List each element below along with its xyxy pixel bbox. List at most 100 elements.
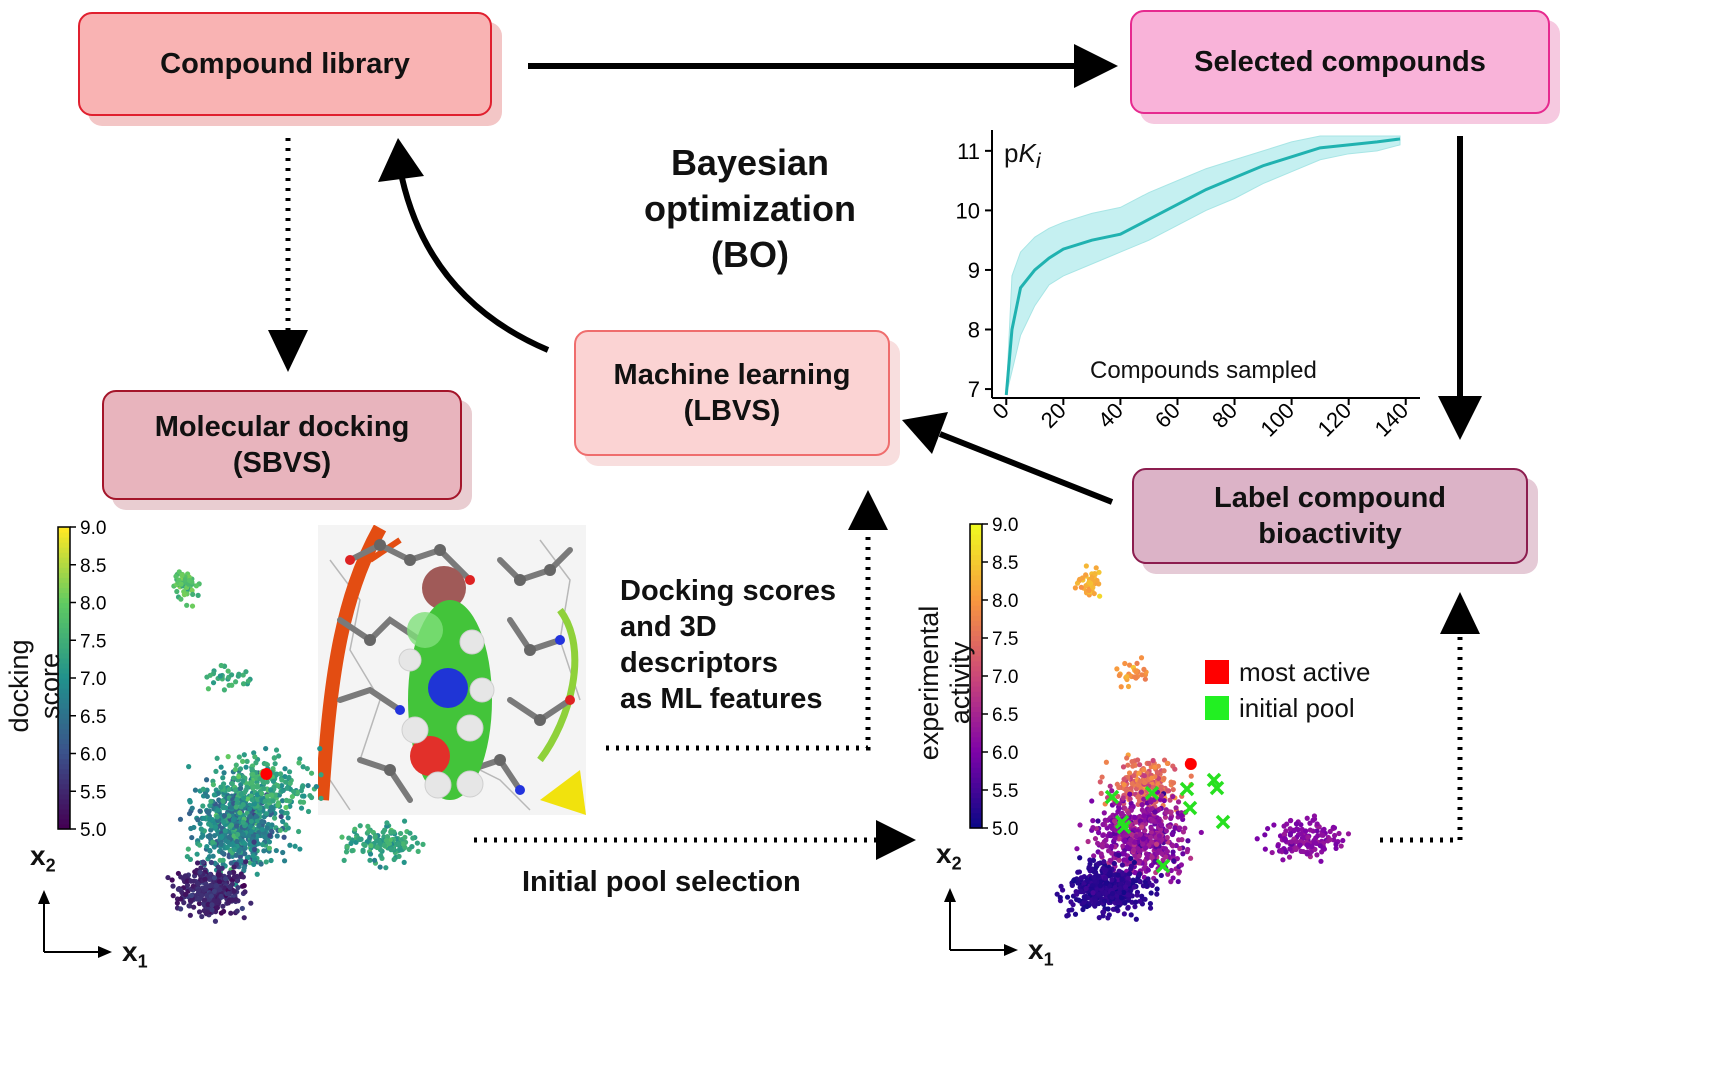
left-point xyxy=(231,888,237,894)
right-point xyxy=(1313,840,1319,846)
left-point xyxy=(236,671,242,677)
left-point xyxy=(284,785,290,791)
arrow-selected-to-label xyxy=(1438,136,1482,440)
right-point xyxy=(1152,858,1158,865)
right-point xyxy=(1099,774,1105,780)
right-point xyxy=(1109,850,1115,856)
right-colorbar-segment xyxy=(970,706,982,713)
compound-library-label: Compound library xyxy=(160,47,410,80)
right-point xyxy=(1128,855,1134,862)
right-point xyxy=(1142,896,1148,902)
left-point xyxy=(177,816,184,822)
left-point xyxy=(218,841,224,847)
left-colorbar-segment xyxy=(58,587,70,594)
pki-ytick-label: 7 xyxy=(968,377,980,402)
pki-ytick-label: 9 xyxy=(968,258,980,283)
initial-pool-marker-stroke xyxy=(1155,858,1171,874)
left-point xyxy=(271,815,278,821)
features-text: Docking scores and 3D descriptors as ML … xyxy=(620,573,836,717)
left-point xyxy=(216,879,223,885)
pki-ytick-label: 11 xyxy=(957,139,980,164)
left-point xyxy=(209,902,215,908)
right-point xyxy=(1074,891,1080,897)
molecular-docking-sublabel: (SBVS) xyxy=(232,447,332,479)
right-colorbar-segment xyxy=(970,711,982,718)
right-point xyxy=(1126,846,1132,852)
left-point xyxy=(228,672,235,678)
left-point xyxy=(248,818,254,825)
left-point xyxy=(381,842,388,849)
legend-most-active-label: most active xyxy=(1239,657,1371,687)
left-point xyxy=(344,843,350,850)
right-point xyxy=(1165,788,1172,794)
left-colorbar-segment xyxy=(58,763,70,770)
right-colorbar-segment xyxy=(970,539,982,545)
right-point xyxy=(1169,831,1175,837)
right-point xyxy=(1159,851,1165,857)
left-colorbar-segment xyxy=(58,647,70,654)
left-colorbar-segment xyxy=(58,557,70,563)
initial-pool-marker xyxy=(1215,814,1231,830)
left-point xyxy=(217,673,223,679)
right-point xyxy=(1185,838,1191,844)
right-point xyxy=(1147,900,1154,907)
right-colorbar-segment xyxy=(970,691,982,697)
left-point xyxy=(250,771,256,777)
left-point xyxy=(374,844,380,851)
right-point xyxy=(1075,869,1081,875)
right-point xyxy=(1116,852,1122,858)
right-point xyxy=(1121,782,1127,788)
left-point xyxy=(220,805,226,811)
right-point xyxy=(1116,672,1122,679)
right-point xyxy=(1102,898,1108,904)
right-point xyxy=(1170,849,1176,855)
right-colorbar-segment xyxy=(970,600,982,606)
right-point xyxy=(1164,760,1170,766)
right-colorbar-tick-label: 5.0 xyxy=(992,819,1018,840)
right-colorbar-segment xyxy=(970,625,982,631)
pki-xlabel: Compounds sampled xyxy=(1090,357,1317,384)
right-colorbar-segment xyxy=(970,655,982,662)
left-point xyxy=(402,834,408,840)
right-point xyxy=(1093,865,1099,871)
left-point xyxy=(307,792,313,799)
right-colorbar-segment xyxy=(970,807,982,814)
right-point xyxy=(1090,818,1096,824)
left-point xyxy=(195,888,202,894)
right-point xyxy=(1156,833,1162,839)
left-point xyxy=(185,846,191,852)
left-point xyxy=(208,883,214,889)
left-point xyxy=(247,823,254,829)
right-point xyxy=(1148,829,1154,835)
left-point xyxy=(367,857,373,863)
left-point xyxy=(339,834,345,840)
left-point xyxy=(178,874,184,880)
right-point xyxy=(1304,851,1310,857)
left-point xyxy=(352,826,358,832)
left-point xyxy=(253,813,259,820)
right-colorbar-tick-label: 6.5 xyxy=(992,705,1018,726)
right-point xyxy=(1101,909,1107,915)
left-point xyxy=(186,764,192,770)
left-point xyxy=(318,795,324,801)
left-point xyxy=(221,908,227,915)
right-point xyxy=(1345,831,1352,837)
right-colorbar-segment xyxy=(970,615,982,621)
right-colorbar-segment xyxy=(970,574,982,581)
right-point xyxy=(1114,666,1120,672)
left-point xyxy=(278,809,285,815)
left-point xyxy=(275,802,281,808)
right-colorbar-segment xyxy=(970,529,982,535)
right-point xyxy=(1314,828,1320,834)
right-point xyxy=(1077,855,1083,861)
left-point xyxy=(272,761,278,767)
left-point xyxy=(225,668,231,674)
right-point xyxy=(1102,817,1108,823)
left-colorbar-segment xyxy=(58,738,70,745)
left-point xyxy=(213,883,220,889)
right-colorbar-segment xyxy=(970,594,982,601)
left-point xyxy=(273,847,279,854)
left-point xyxy=(187,912,193,918)
left-point xyxy=(229,682,235,688)
left-point xyxy=(283,804,289,811)
